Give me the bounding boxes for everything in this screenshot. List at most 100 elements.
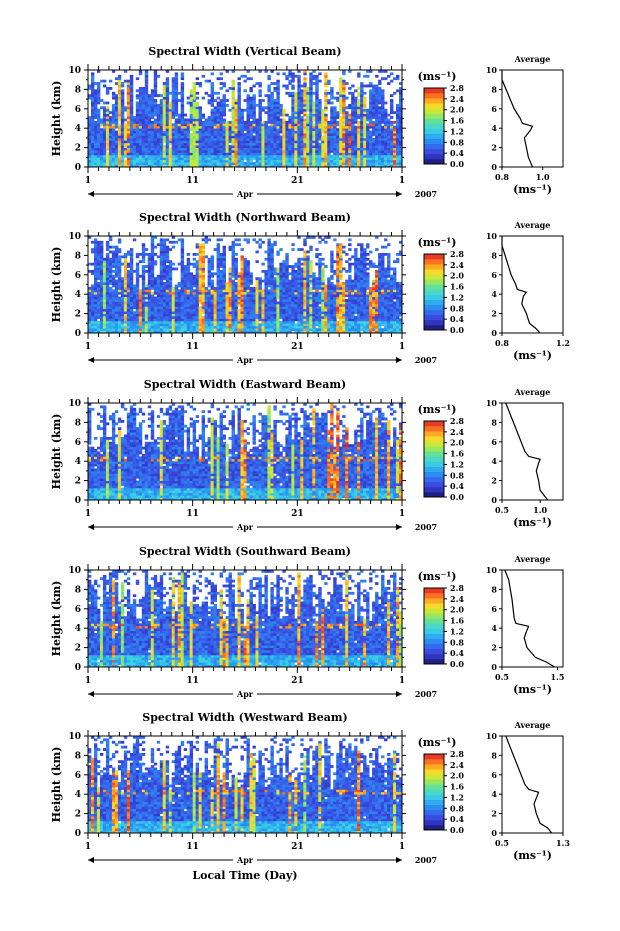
heatmap-cell: [309, 125, 313, 129]
heatmap-cell: [195, 145, 200, 148]
heatmap-cell: [348, 162, 352, 165]
heatmap-cell: [243, 150, 247, 153]
heatmap-cell: [147, 116, 152, 119]
heatmap-cell: [291, 79, 295, 83]
heatmap-cell: [285, 123, 289, 127]
heatmap-cell: [90, 152, 95, 156]
heatmap-cell: [126, 103, 131, 107]
heatmap-cell: [342, 91, 346, 95]
heatmap-cell: [102, 116, 107, 119]
heatmap-cell: [225, 135, 229, 139]
heatmap-cell: [108, 328, 113, 331]
heatmap-cell: [252, 142, 256, 146]
heatmap-cell: [264, 154, 268, 158]
heatmap-cell: [165, 316, 170, 319]
y-tick-label: 6: [75, 105, 81, 115]
heatmap-cell: [135, 267, 140, 271]
heatmap-cell: [114, 133, 119, 136]
heatmap-cell: [396, 74, 400, 78]
heatmap-cell: [162, 274, 167, 278]
heatmap-cell: [363, 101, 367, 105]
heatmap-cell: [366, 116, 370, 119]
heatmap-cell: [216, 284, 220, 288]
heatmap-cell: [129, 286, 134, 290]
heatmap-cell: [102, 118, 107, 122]
heatmap-cell: [246, 328, 250, 331]
heatmap-cell: [129, 113, 134, 117]
heatmap-cell: [213, 320, 217, 324]
heatmap-cell: [192, 289, 197, 293]
heatmap-cell: [339, 108, 343, 112]
heatmap-cell: [228, 157, 232, 161]
heatmap-cell: [393, 91, 397, 95]
heatmap-cell: [363, 154, 367, 158]
heatmap-cell: [231, 147, 235, 151]
heatmap-cell: [162, 106, 167, 110]
heatmap-cell: [141, 328, 146, 331]
heatmap-cell: [351, 116, 355, 119]
heatmap-cell: [327, 130, 331, 134]
heatmap-cell: [114, 162, 119, 165]
heatmap-cell: [276, 125, 280, 129]
heatmap-cell: [201, 294, 206, 298]
heatmap-cell: [279, 159, 283, 163]
heatmap-cell: [90, 118, 95, 122]
heatmap-cell: [198, 248, 203, 251]
heatmap-cell: [108, 236, 113, 239]
heatmap-cell: [228, 145, 232, 148]
heatmap-cell: [132, 316, 137, 319]
heatmap-cell: [207, 330, 212, 334]
heatmap-cell: [88, 130, 92, 134]
heatmap-cell: [108, 86, 113, 90]
heatmap-cell: [186, 303, 191, 307]
heatmap-cell: [285, 130, 289, 134]
heatmap-cell: [120, 301, 125, 305]
heatmap-cell: [210, 113, 214, 117]
heatmap-cell: [111, 262, 116, 266]
heatmap-cell: [114, 320, 119, 324]
heatmap-cell: [231, 125, 235, 129]
heatmap-cell: [180, 111, 185, 115]
heatmap-cell: [384, 142, 388, 146]
heatmap-cell: [309, 84, 313, 88]
heatmap-cell: [198, 299, 203, 302]
heatmap-cell: [117, 306, 122, 310]
heatmap-cell: [174, 89, 179, 93]
heatmap-cell: [243, 152, 247, 156]
heatmap-cell: [93, 250, 98, 254]
heatmap-cell: [267, 108, 271, 112]
heatmap-cell: [159, 245, 164, 249]
heatmap-cell: [132, 130, 137, 134]
heatmap-cell: [180, 72, 185, 76]
heatmap-cell: [357, 91, 361, 95]
heatmap-cell: [153, 323, 158, 327]
heatmap-cell: [381, 133, 385, 136]
heatmap-cell: [378, 145, 382, 148]
heatmap-cell: [144, 162, 149, 165]
heatmap-cell: [276, 164, 280, 168]
heatmap-cell: [93, 286, 98, 290]
heatmap-cell: [105, 142, 110, 146]
heatmap-cell: [219, 303, 223, 307]
heatmap-cell: [360, 164, 364, 168]
heatmap-cell: [189, 279, 194, 283]
heatmap-cell: [219, 318, 223, 322]
heatmap-cell: [165, 106, 170, 110]
heatmap-cell: [186, 279, 191, 283]
heatmap-cell: [177, 323, 182, 327]
heatmap-cell: [147, 137, 152, 141]
heatmap-cell: [111, 137, 116, 141]
heatmap-cell: [327, 135, 331, 139]
heatmap-cell: [93, 106, 98, 110]
heatmap-cell: [129, 269, 134, 273]
heatmap-cell: [348, 123, 352, 127]
heatmap-cell: [162, 257, 167, 261]
heatmap-cell: [126, 159, 131, 163]
heatmap-cell: [147, 142, 152, 146]
heatmap-cell: [96, 101, 101, 105]
heatmap-cell: [342, 120, 346, 124]
heatmap-cell: [153, 123, 158, 127]
heatmap-cell: [165, 282, 170, 285]
heatmap-cell: [213, 330, 217, 334]
heatmap-cell: [159, 325, 164, 329]
